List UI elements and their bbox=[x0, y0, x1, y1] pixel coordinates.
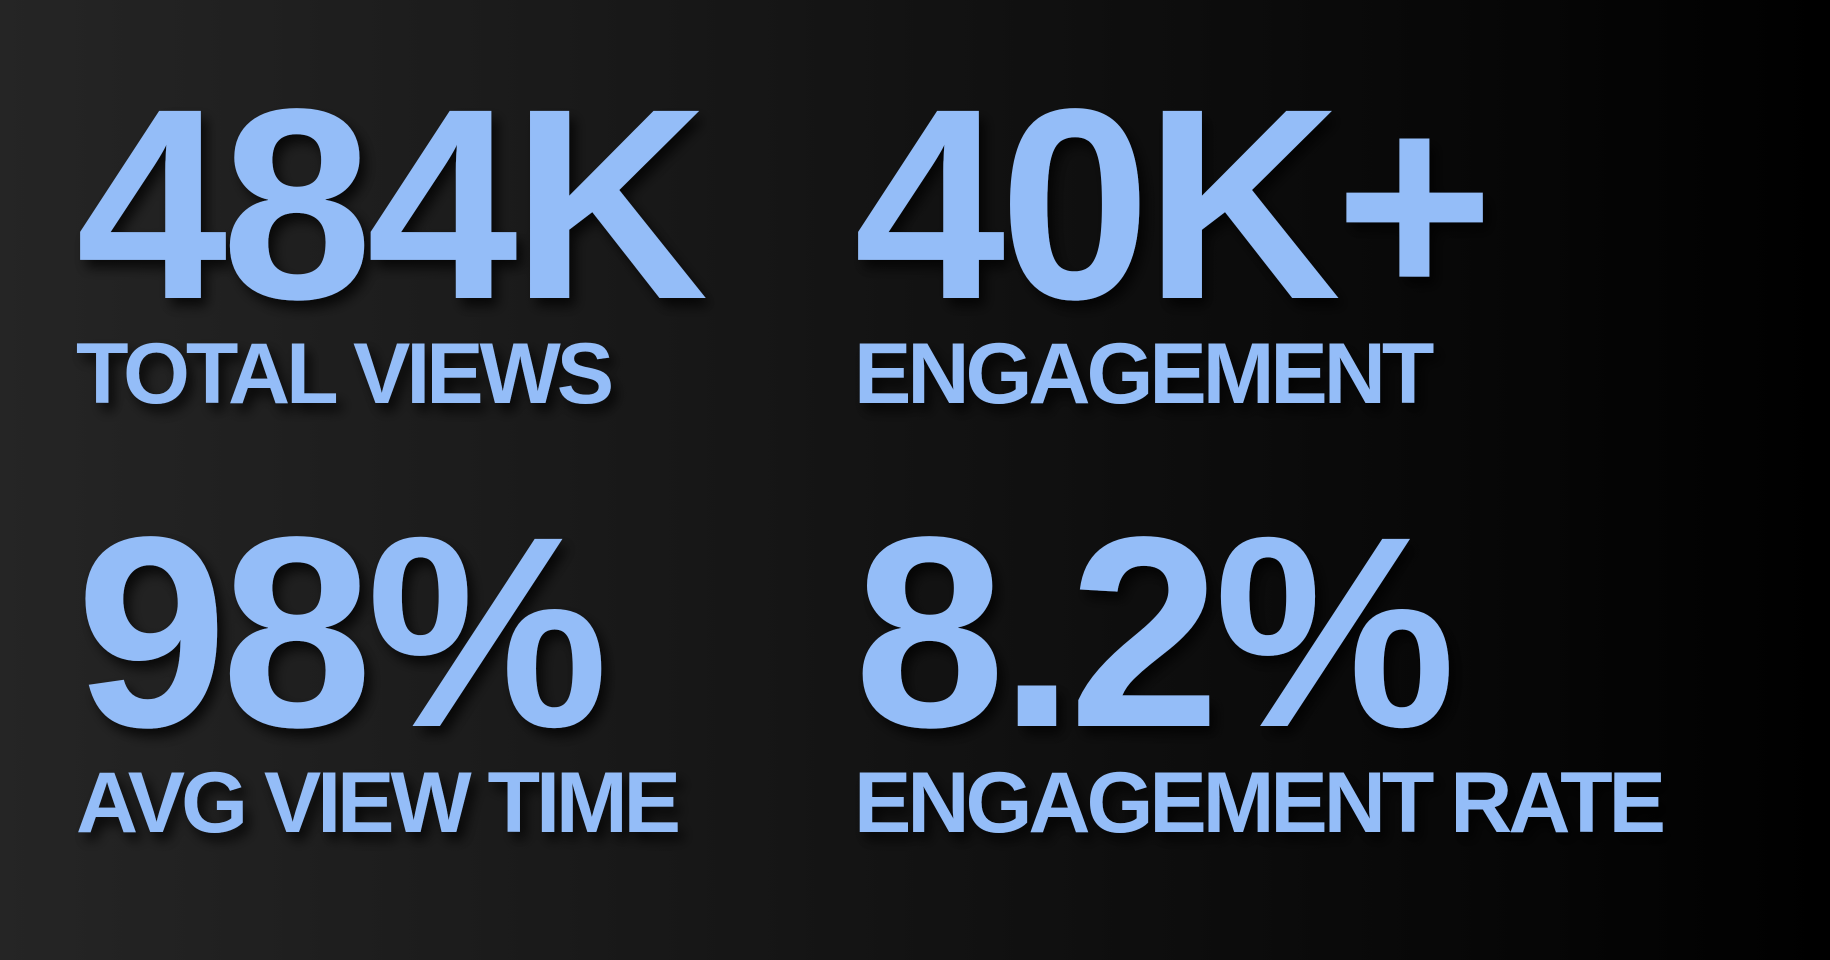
stat-label: ENGAGEMENT bbox=[854, 326, 1434, 422]
stat-label: AVG VIEW TIME bbox=[76, 755, 678, 851]
stat-label: ENGAGEMENT RATE bbox=[854, 755, 1663, 851]
stat-value: 8.2% bbox=[854, 480, 1452, 784]
stat-value: 98% bbox=[76, 480, 605, 784]
stat-value: 40K+ bbox=[854, 52, 1488, 356]
stats: 484K TOTAL VIEWS 40K+ ENGAGEMENT 98% AVG… bbox=[76, 52, 1667, 851]
stat-value: 484K bbox=[76, 52, 707, 356]
stat-label: TOTAL VIEWS bbox=[76, 326, 611, 422]
